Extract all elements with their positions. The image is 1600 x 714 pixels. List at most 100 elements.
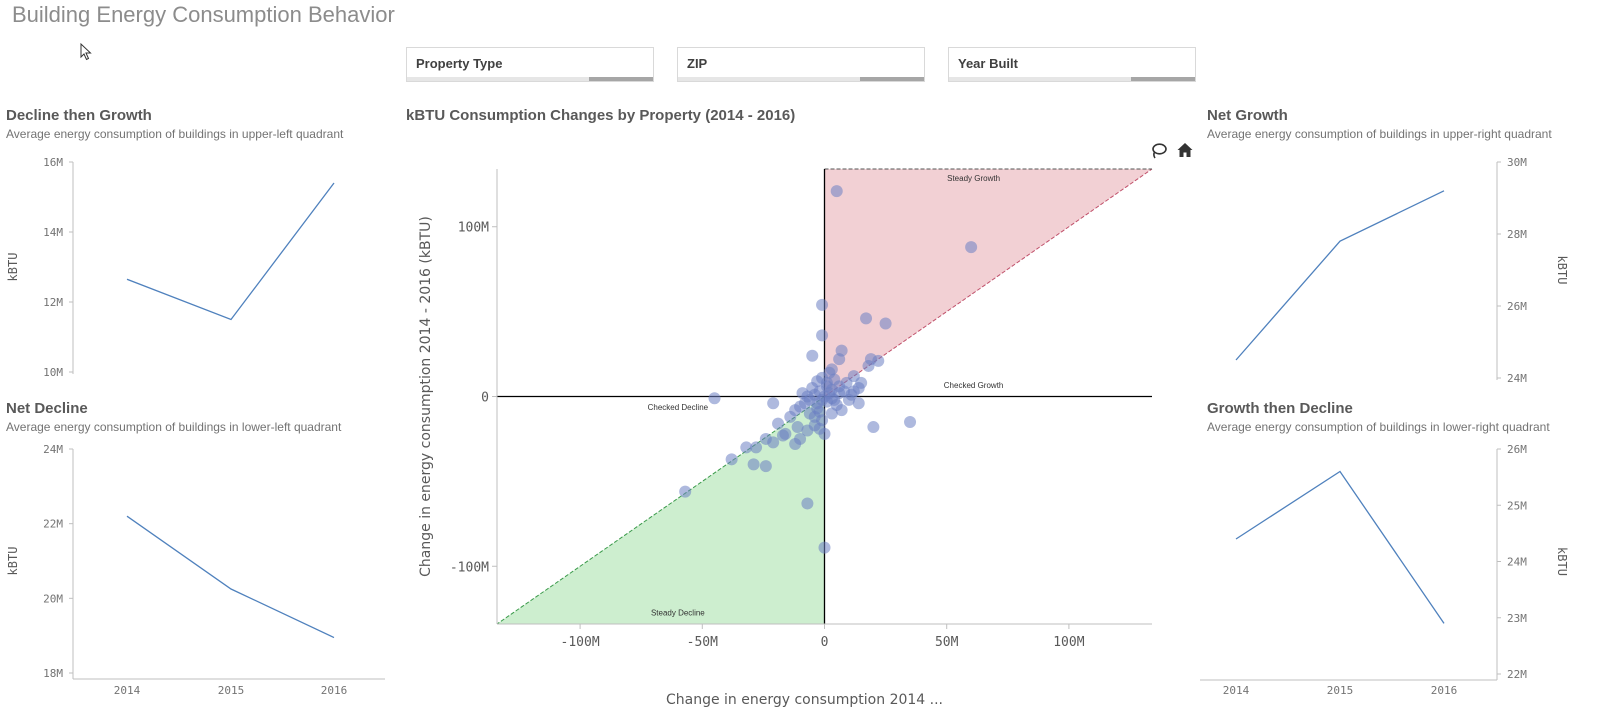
y-tick-label: 24M: [43, 443, 63, 456]
scatter-point: [825, 407, 838, 420]
line-chart-decline-then-growth[interactable]: 10M 12M 14M 16M kBTU: [0, 150, 400, 390]
y-axis-title: Change in energy consumption 2014 - 2016…: [418, 216, 434, 577]
scatter-point: [679, 485, 692, 498]
x-tick-label: 2016: [1431, 684, 1458, 697]
y-axis-title: kBTU: [6, 547, 20, 576]
scatter-point: [796, 387, 809, 400]
y-tick-label: 18M: [43, 667, 63, 680]
x-tick-label: 2014: [1223, 684, 1250, 697]
panel-title-net-growth: Net Growth: [1207, 107, 1288, 124]
x-tick-label: 100M: [1053, 635, 1084, 650]
scatter-point: [816, 371, 829, 384]
filter-zip-label: ZIP: [687, 56, 708, 71]
y-axis-title: kBTU: [1555, 547, 1569, 576]
scatter-point: [813, 422, 826, 435]
scatter-point: [847, 385, 860, 398]
y-tick-label: 22M: [1507, 668, 1527, 681]
y-tick-label: 28M: [1507, 228, 1527, 241]
scatter-point: [776, 429, 789, 442]
panel-subtitle-growth-then-decline: Average energy consumption of buildings …: [1207, 420, 1550, 434]
scatter-point: [801, 497, 814, 510]
home-reset-icon[interactable]: [1176, 141, 1194, 159]
filter-zip-scrollbar: [678, 77, 924, 81]
reference-label: Steady Decline: [651, 609, 705, 618]
mouse-cursor-icon: [80, 42, 92, 61]
line-chart-growth-then-decline[interactable]: 22M 23M 24M 25M 26M kBTU 2014 2015 2016: [1200, 440, 1600, 714]
scatter-point: [860, 312, 873, 325]
scatter-point: [879, 317, 892, 330]
line-chart-net-decline[interactable]: 18M 20M 22M 24M kBTU 2014 2015 2016: [0, 440, 400, 714]
reference-label: Steady Growth: [947, 174, 1000, 183]
y-tick-label: 10M: [43, 366, 63, 379]
y-tick-label: 24M: [1507, 372, 1527, 385]
panel-title-net-decline: Net Decline: [6, 400, 88, 417]
reference-label: Checked Growth: [944, 381, 1004, 390]
y-tick-label: 16M: [43, 156, 63, 169]
scatter-point: [789, 438, 802, 451]
filter-zip[interactable]: ZIP: [677, 47, 925, 82]
y-tick-label: 14M: [43, 226, 63, 239]
x-tick-label: 0: [821, 635, 829, 650]
scatter-point: [791, 421, 804, 434]
y-tick-label: 20M: [43, 592, 63, 605]
scatter-point: [772, 417, 785, 430]
scatter-point: [747, 458, 760, 471]
x-axis-title: Change in energy consumption 2014 ...: [666, 692, 943, 708]
scatter-point: [872, 354, 885, 367]
scatter-point: [750, 441, 763, 454]
y-tick-label: 23M: [1507, 612, 1527, 625]
filter-property-type-label: Property Type: [416, 56, 503, 71]
x-tick-label: 50M: [935, 635, 959, 650]
scatter-point: [767, 397, 780, 410]
scatter-point: [833, 353, 846, 366]
panel-subtitle-net-decline: Average energy consumption of buildings …: [6, 420, 342, 434]
scatter-point: [965, 241, 978, 254]
series-line: [1235, 190, 1445, 361]
reference-label: Checked Decline: [648, 403, 709, 412]
scatter-point: [833, 380, 846, 393]
filter-property-type[interactable]: Property Type: [406, 47, 654, 82]
scatter-point: [816, 298, 829, 311]
series-line: [1235, 470, 1445, 624]
scatter-point: [867, 421, 880, 434]
y-axis-title: kBTU: [6, 253, 20, 282]
filter-year-built-label: Year Built: [958, 56, 1018, 71]
y-tick-label: 12M: [43, 296, 63, 309]
scatter-point: [740, 441, 753, 454]
x-tick-label: 2014: [114, 684, 141, 697]
scatter-point: [835, 404, 848, 417]
y-tick-label: 24M: [1507, 556, 1527, 569]
scatter-point: [806, 349, 819, 362]
scatter-point: [759, 432, 772, 445]
y-axis-title: kBTU: [1555, 256, 1569, 285]
filter-year-built[interactable]: Year Built: [948, 47, 1196, 82]
x-tick-label: 2015: [1327, 684, 1354, 697]
scatter-point: [759, 460, 772, 473]
scatter-point: [811, 397, 824, 410]
panel-title-decline-then-growth: Decline then Growth: [6, 107, 152, 124]
decline-diagonal-line: [496, 396, 825, 625]
y-tick-label: 25M: [1507, 499, 1527, 512]
y-tick-label: 0: [481, 391, 489, 406]
y-tick-label: -100M: [450, 560, 489, 575]
page-title: Building Energy Consumption Behavior: [12, 2, 395, 27]
scatter-point: [830, 185, 843, 198]
y-tick-label: 100M: [458, 221, 489, 236]
filter-year-built-scrollbar: [949, 77, 1195, 81]
panel-subtitle-decline-then-growth: Average energy consumption of buildings …: [6, 127, 344, 141]
scatter-point: [904, 415, 917, 428]
scatter-chart-kbtu[interactable]: -100M 0 100M -100M -50M 0 50M 100M Change in ene…: [400, 135, 1200, 714]
line-chart-net-growth[interactable]: 24M 26M 28M 30M kBTU: [1200, 150, 1600, 390]
scatter-point: [816, 329, 829, 342]
scatter-point: [852, 397, 865, 410]
y-tick-label: 22M: [43, 518, 63, 531]
scatter-point: [803, 407, 816, 420]
scatter-point: [825, 363, 838, 376]
y-tick-label: 30M: [1507, 156, 1527, 169]
scatter-point: [784, 410, 797, 423]
x-tick-label: -50M: [687, 635, 718, 650]
y-tick-label: 26M: [1507, 443, 1527, 456]
filter-property-type-scrollbar: [407, 77, 653, 81]
lasso-select-icon[interactable]: [1150, 142, 1168, 160]
panel-title-kbtu-scatter: kBTU Consumption Changes by Property (20…: [406, 107, 796, 124]
